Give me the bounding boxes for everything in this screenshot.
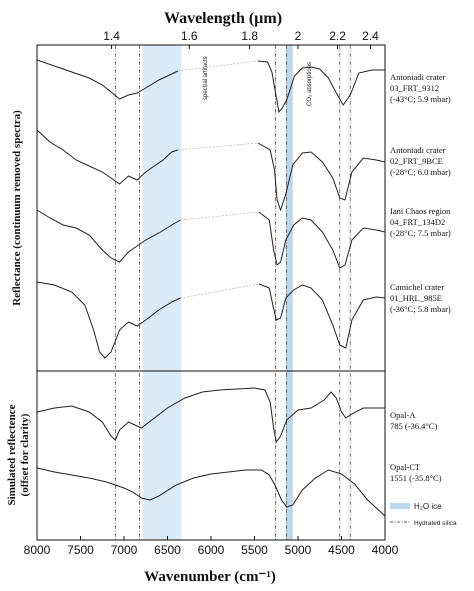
spectral-artifacts-note: spectral artifacts xyxy=(203,56,209,100)
bottom-tick-label-3: 6500 xyxy=(154,543,181,557)
spectrum-line-b-2 xyxy=(258,211,386,269)
spectrum-line-4 xyxy=(36,387,385,444)
bottom-tick-label-7: 4500 xyxy=(328,543,355,557)
series-label-3-0: Camichel crater xyxy=(390,282,444,292)
bottom-tick-label-0: 8000 xyxy=(24,543,51,557)
series-label-1-2: (-28°C; 6.0 mbar) xyxy=(390,167,451,177)
series-label-1-1: 02_FRT_9BCE xyxy=(390,156,443,166)
spectrum-line-0 xyxy=(36,59,179,100)
top-axis-title: Wavelength (µm) xyxy=(164,10,282,27)
bottom-tick-label-4: 6000 xyxy=(198,543,225,557)
series-label-2-1: 04_FRT_134D2 xyxy=(390,217,445,227)
bottom-axis-title: Wavenumber (cm⁻¹) xyxy=(144,569,276,585)
plot-frame xyxy=(36,44,386,541)
series-label-4-1: 785 (-36.4°C) xyxy=(390,421,437,431)
y-axis-title-bottom-1: Simulated reflectence xyxy=(6,404,18,505)
spectrum-artifact-0 xyxy=(177,60,259,72)
legend-ice-swatch xyxy=(390,503,410,509)
bottom-tick-label-8: 4000 xyxy=(372,543,399,557)
hydrated-silica-lines xyxy=(114,45,351,540)
silica-band xyxy=(143,45,182,540)
series-label-0-0: Antoniadi crater xyxy=(390,72,446,82)
bottom-tick-label-2: 7000 xyxy=(111,543,138,557)
co2-absorptions-note: CO₂ absorptions xyxy=(307,62,313,106)
top-tick-label-5: 2.4 xyxy=(362,29,379,43)
spectrum-line-3 xyxy=(36,281,181,359)
series-label-2-0: Iani Chaos region xyxy=(390,206,451,216)
legend-silica-label: Hydrated silica xyxy=(414,520,457,527)
top-tick-label-3: 2 xyxy=(295,29,302,43)
series-label-0-1: 03_FRT_9312 xyxy=(390,83,439,93)
series-label-5-0: Opal-CT xyxy=(390,462,421,472)
spectrum-line-1 xyxy=(36,129,179,185)
bottom-tick-label-5: 5500 xyxy=(241,543,268,557)
series-label-3-1: 01_HRL_985E xyxy=(390,293,442,303)
top-ticks: 1.4 1.6 1.8 2 2.2 2.4 xyxy=(103,29,379,49)
top-tick-label-0: 1.4 xyxy=(103,29,120,43)
top-tick-label-2: 1.8 xyxy=(241,29,258,43)
bottom-ticks: 8000 7500 7000 6500 6000 5500 5000 4500 4000 xyxy=(24,536,399,557)
h2o-ice-band xyxy=(285,45,293,540)
y-axis-title-bottom-2: (offset for clarity) xyxy=(19,413,31,496)
y-axis-title-top: Reflectance (continuum removed spectra) xyxy=(11,110,23,306)
spectrum-line-b-1 xyxy=(257,142,386,212)
bottom-tick-label-1: 7500 xyxy=(67,543,94,557)
series-label-2-2: (-28°C; 7.5 mbar) xyxy=(390,228,451,238)
legend: H₂O ice Hydrated silica xyxy=(390,502,457,527)
spectrum-line-2 xyxy=(36,209,181,263)
series-label-1-0: Antoniadi crater xyxy=(390,145,446,155)
spectra-lines xyxy=(36,59,386,517)
series-label-4-0: Opal-A xyxy=(390,410,416,420)
series-label-3-2: (-36°C; 5.8 mbar) xyxy=(390,304,451,314)
spectrum-artifact-2 xyxy=(180,211,259,221)
top-tick-label-4: 2.2 xyxy=(329,29,346,43)
spectrum-line-b-3 xyxy=(258,283,386,349)
spectrum-line-b-0 xyxy=(257,60,385,114)
spectrum-line-5 xyxy=(36,467,386,517)
bottom-tick-label-6: 5000 xyxy=(285,543,312,557)
spectrum-artifact-3 xyxy=(180,283,259,299)
series-label-5-1: 1551 (-35.8°C) xyxy=(390,473,442,483)
legend-ice-label: H₂O ice xyxy=(414,502,442,511)
top-tick-label-1: 1.6 xyxy=(181,29,198,43)
spectrum-artifact-1 xyxy=(177,142,259,151)
series-label-0-2: (-43°C; 5.9 mbar) xyxy=(390,94,451,104)
